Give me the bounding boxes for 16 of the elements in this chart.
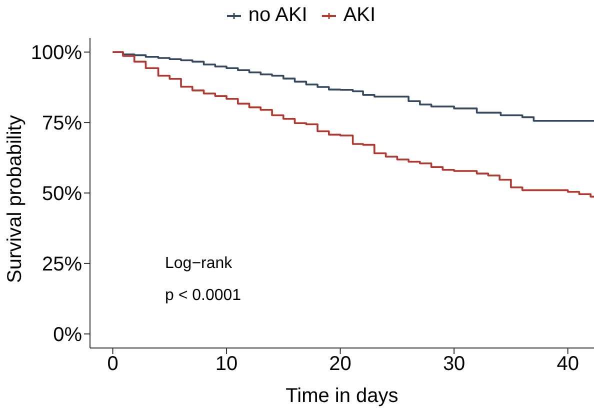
legend-label: AKI — [343, 4, 376, 27]
x-tick-label: 30 — [442, 353, 466, 376]
annotation: Log−rank — [165, 255, 232, 273]
y-tick-label: 75% — [42, 112, 82, 135]
x-tick-label: 0 — [107, 353, 118, 376]
y-tick-label: 50% — [42, 183, 82, 206]
y-tick-label: 100% — [30, 42, 82, 64]
y-tick-label: 25% — [42, 254, 82, 276]
y-tick-label: 0% — [53, 324, 82, 346]
x-tick-label: 10 — [215, 353, 238, 376]
annotation: p < 0.0001 — [165, 287, 242, 305]
x-tick-label: 40 — [556, 353, 579, 376]
x-axis-title: Time in days — [286, 385, 398, 407]
legend-label: no AKI — [248, 4, 308, 27]
y-axis-title: Survival probability — [4, 115, 26, 283]
x-tick-label: 20 — [329, 353, 352, 376]
